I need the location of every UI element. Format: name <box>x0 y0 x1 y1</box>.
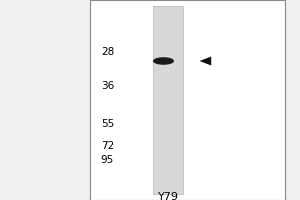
Bar <box>153 6 183 194</box>
Ellipse shape <box>153 57 174 65</box>
Text: 36: 36 <box>101 81 114 91</box>
Text: 72: 72 <box>101 141 114 151</box>
Text: 95: 95 <box>101 155 114 165</box>
Polygon shape <box>200 57 211 66</box>
Text: Y79: Y79 <box>158 192 178 200</box>
Text: 55: 55 <box>101 119 114 129</box>
Bar <box>90 0 285 200</box>
Text: 28: 28 <box>101 47 114 57</box>
